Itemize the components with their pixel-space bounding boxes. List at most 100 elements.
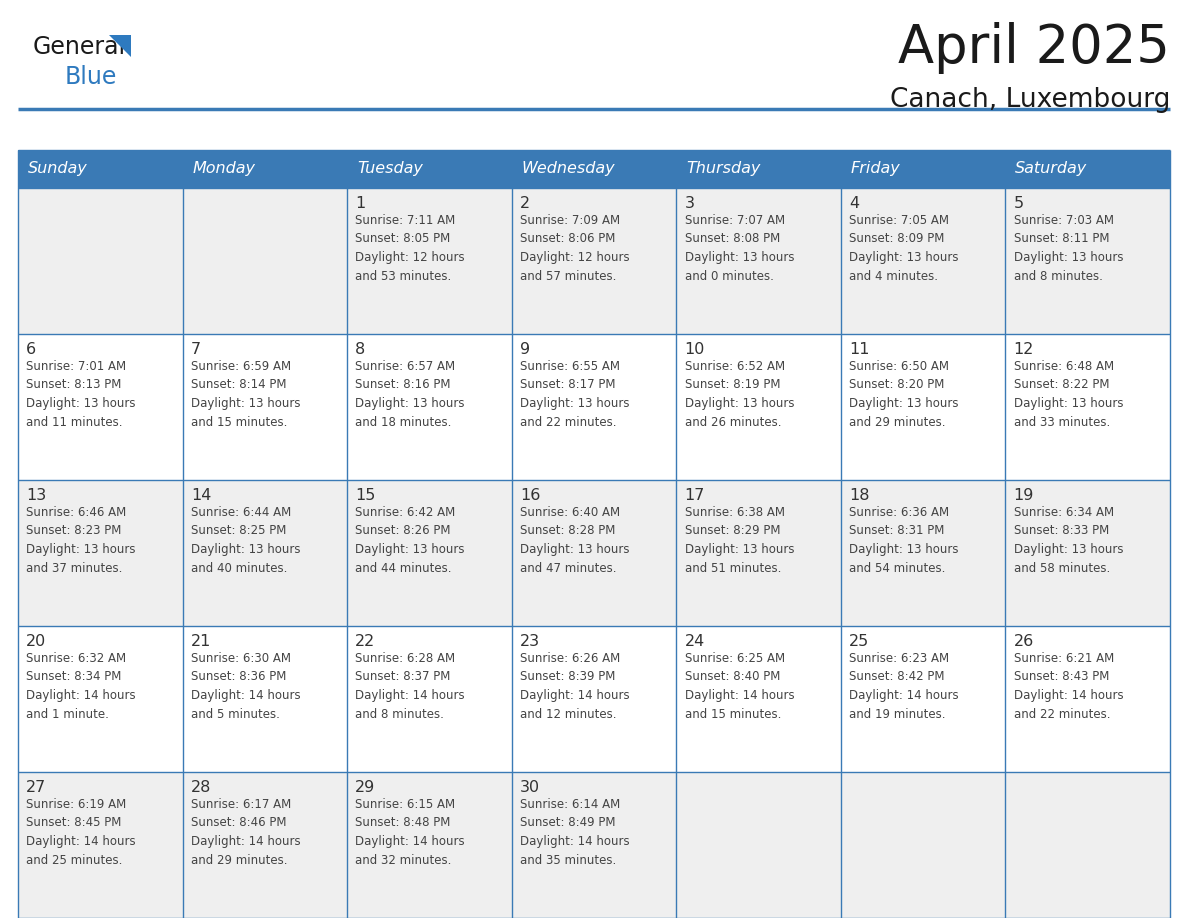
Text: Sunrise: 6:17 AM
Sunset: 8:46 PM
Daylight: 14 hours
and 29 minutes.: Sunrise: 6:17 AM Sunset: 8:46 PM Dayligh… [191, 798, 301, 867]
Text: 6: 6 [26, 342, 37, 357]
Text: 10: 10 [684, 342, 704, 357]
Bar [18, 480, 183, 626]
Bar [347, 188, 512, 334]
Bar [1005, 150, 1170, 188]
Text: April 2025: April 2025 [898, 22, 1170, 74]
Bar [1005, 626, 1170, 772]
Text: Sunrise: 6:32 AM
Sunset: 8:34 PM
Daylight: 14 hours
and 1 minute.: Sunrise: 6:32 AM Sunset: 8:34 PM Dayligh… [26, 652, 135, 721]
Bar [841, 150, 1005, 188]
Text: 17: 17 [684, 488, 704, 503]
Text: Sunrise: 6:40 AM
Sunset: 8:28 PM
Daylight: 13 hours
and 47 minutes.: Sunrise: 6:40 AM Sunset: 8:28 PM Dayligh… [520, 506, 630, 575]
Text: Sunrise: 6:48 AM
Sunset: 8:22 PM
Daylight: 13 hours
and 33 minutes.: Sunrise: 6:48 AM Sunset: 8:22 PM Dayligh… [1013, 360, 1123, 429]
Bar [676, 188, 841, 334]
Text: 30: 30 [520, 780, 541, 795]
Text: 29: 29 [355, 780, 375, 795]
Text: 20: 20 [26, 634, 46, 649]
Text: Wednesday: Wednesday [522, 162, 615, 176]
Text: 14: 14 [191, 488, 211, 503]
Text: 15: 15 [355, 488, 375, 503]
Text: Friday: Friday [851, 162, 901, 176]
Bar [512, 150, 676, 188]
Bar [512, 334, 676, 480]
Text: Sunrise: 6:25 AM
Sunset: 8:40 PM
Daylight: 14 hours
and 15 minutes.: Sunrise: 6:25 AM Sunset: 8:40 PM Dayligh… [684, 652, 794, 721]
Text: Sunrise: 6:44 AM
Sunset: 8:25 PM
Daylight: 13 hours
and 40 minutes.: Sunrise: 6:44 AM Sunset: 8:25 PM Dayligh… [191, 506, 301, 575]
Text: 4: 4 [849, 196, 859, 211]
Text: Sunrise: 6:14 AM
Sunset: 8:49 PM
Daylight: 14 hours
and 35 minutes.: Sunrise: 6:14 AM Sunset: 8:49 PM Dayligh… [520, 798, 630, 867]
Bar [18, 188, 183, 334]
Text: Sunrise: 6:21 AM
Sunset: 8:43 PM
Daylight: 14 hours
and 22 minutes.: Sunrise: 6:21 AM Sunset: 8:43 PM Dayligh… [1013, 652, 1124, 721]
Text: 13: 13 [26, 488, 46, 503]
Bar [183, 480, 347, 626]
Text: 22: 22 [355, 634, 375, 649]
Bar [183, 334, 347, 480]
Text: 27: 27 [26, 780, 46, 795]
Bar [512, 188, 676, 334]
Text: Tuesday: Tuesday [358, 162, 423, 176]
Bar [512, 480, 676, 626]
Bar [841, 188, 1005, 334]
Text: Sunrise: 6:57 AM
Sunset: 8:16 PM
Daylight: 13 hours
and 18 minutes.: Sunrise: 6:57 AM Sunset: 8:16 PM Dayligh… [355, 360, 465, 429]
Text: Sunrise: 6:26 AM
Sunset: 8:39 PM
Daylight: 14 hours
and 12 minutes.: Sunrise: 6:26 AM Sunset: 8:39 PM Dayligh… [520, 652, 630, 721]
Bar [183, 772, 347, 918]
Bar [676, 334, 841, 480]
Text: Sunrise: 6:34 AM
Sunset: 8:33 PM
Daylight: 13 hours
and 58 minutes.: Sunrise: 6:34 AM Sunset: 8:33 PM Dayligh… [1013, 506, 1123, 575]
Bar [183, 150, 347, 188]
Text: Sunrise: 7:09 AM
Sunset: 8:06 PM
Daylight: 12 hours
and 57 minutes.: Sunrise: 7:09 AM Sunset: 8:06 PM Dayligh… [520, 214, 630, 283]
Bar [676, 480, 841, 626]
Text: General: General [33, 35, 126, 59]
Text: 8: 8 [355, 342, 366, 357]
Text: Sunrise: 6:15 AM
Sunset: 8:48 PM
Daylight: 14 hours
and 32 minutes.: Sunrise: 6:15 AM Sunset: 8:48 PM Dayligh… [355, 798, 465, 867]
Text: Sunrise: 6:46 AM
Sunset: 8:23 PM
Daylight: 13 hours
and 37 minutes.: Sunrise: 6:46 AM Sunset: 8:23 PM Dayligh… [26, 506, 135, 575]
Bar [18, 150, 183, 188]
Text: Sunrise: 6:42 AM
Sunset: 8:26 PM
Daylight: 13 hours
and 44 minutes.: Sunrise: 6:42 AM Sunset: 8:26 PM Dayligh… [355, 506, 465, 575]
Text: 16: 16 [520, 488, 541, 503]
Bar [18, 334, 183, 480]
Text: Monday: Monday [192, 162, 255, 176]
Bar [512, 626, 676, 772]
Bar [1005, 480, 1170, 626]
Bar [347, 772, 512, 918]
Text: Sunrise: 6:30 AM
Sunset: 8:36 PM
Daylight: 14 hours
and 5 minutes.: Sunrise: 6:30 AM Sunset: 8:36 PM Dayligh… [191, 652, 301, 721]
Text: Sunrise: 6:59 AM
Sunset: 8:14 PM
Daylight: 13 hours
and 15 minutes.: Sunrise: 6:59 AM Sunset: 8:14 PM Dayligh… [191, 360, 301, 429]
Text: 1: 1 [355, 196, 366, 211]
Bar [347, 480, 512, 626]
Bar [18, 772, 183, 918]
Bar [183, 188, 347, 334]
Text: Sunrise: 6:36 AM
Sunset: 8:31 PM
Daylight: 13 hours
and 54 minutes.: Sunrise: 6:36 AM Sunset: 8:31 PM Dayligh… [849, 506, 959, 575]
Text: Blue: Blue [65, 65, 118, 89]
Bar [18, 626, 183, 772]
Text: Sunrise: 6:19 AM
Sunset: 8:45 PM
Daylight: 14 hours
and 25 minutes.: Sunrise: 6:19 AM Sunset: 8:45 PM Dayligh… [26, 798, 135, 867]
Bar [1005, 334, 1170, 480]
Text: Sunrise: 6:55 AM
Sunset: 8:17 PM
Daylight: 13 hours
and 22 minutes.: Sunrise: 6:55 AM Sunset: 8:17 PM Dayligh… [520, 360, 630, 429]
Bar [841, 480, 1005, 626]
Text: Sunrise: 7:03 AM
Sunset: 8:11 PM
Daylight: 13 hours
and 8 minutes.: Sunrise: 7:03 AM Sunset: 8:11 PM Dayligh… [1013, 214, 1123, 283]
Bar [676, 772, 841, 918]
Text: Sunrise: 6:52 AM
Sunset: 8:19 PM
Daylight: 13 hours
and 26 minutes.: Sunrise: 6:52 AM Sunset: 8:19 PM Dayligh… [684, 360, 794, 429]
Bar [841, 626, 1005, 772]
Bar [347, 150, 512, 188]
Bar [347, 626, 512, 772]
Bar [676, 150, 841, 188]
Text: Sunday: Sunday [27, 162, 88, 176]
Text: 21: 21 [191, 634, 211, 649]
Text: 28: 28 [191, 780, 211, 795]
Text: 26: 26 [1013, 634, 1034, 649]
Text: Sunrise: 7:01 AM
Sunset: 8:13 PM
Daylight: 13 hours
and 11 minutes.: Sunrise: 7:01 AM Sunset: 8:13 PM Dayligh… [26, 360, 135, 429]
Text: Canach, Luxembourg: Canach, Luxembourg [890, 87, 1170, 113]
Text: 3: 3 [684, 196, 695, 211]
Text: 5: 5 [1013, 196, 1024, 211]
Text: 12: 12 [1013, 342, 1034, 357]
Bar [347, 334, 512, 480]
Text: Sunrise: 7:07 AM
Sunset: 8:08 PM
Daylight: 13 hours
and 0 minutes.: Sunrise: 7:07 AM Sunset: 8:08 PM Dayligh… [684, 214, 794, 283]
Bar [841, 334, 1005, 480]
Text: 23: 23 [520, 634, 541, 649]
Text: Sunrise: 6:23 AM
Sunset: 8:42 PM
Daylight: 14 hours
and 19 minutes.: Sunrise: 6:23 AM Sunset: 8:42 PM Dayligh… [849, 652, 959, 721]
Text: 9: 9 [520, 342, 530, 357]
Text: Saturday: Saturday [1016, 162, 1087, 176]
Text: 7: 7 [191, 342, 201, 357]
Bar [676, 626, 841, 772]
Bar [183, 626, 347, 772]
Bar [1005, 188, 1170, 334]
Text: Sunrise: 7:05 AM
Sunset: 8:09 PM
Daylight: 13 hours
and 4 minutes.: Sunrise: 7:05 AM Sunset: 8:09 PM Dayligh… [849, 214, 959, 283]
Text: Thursday: Thursday [687, 162, 760, 176]
